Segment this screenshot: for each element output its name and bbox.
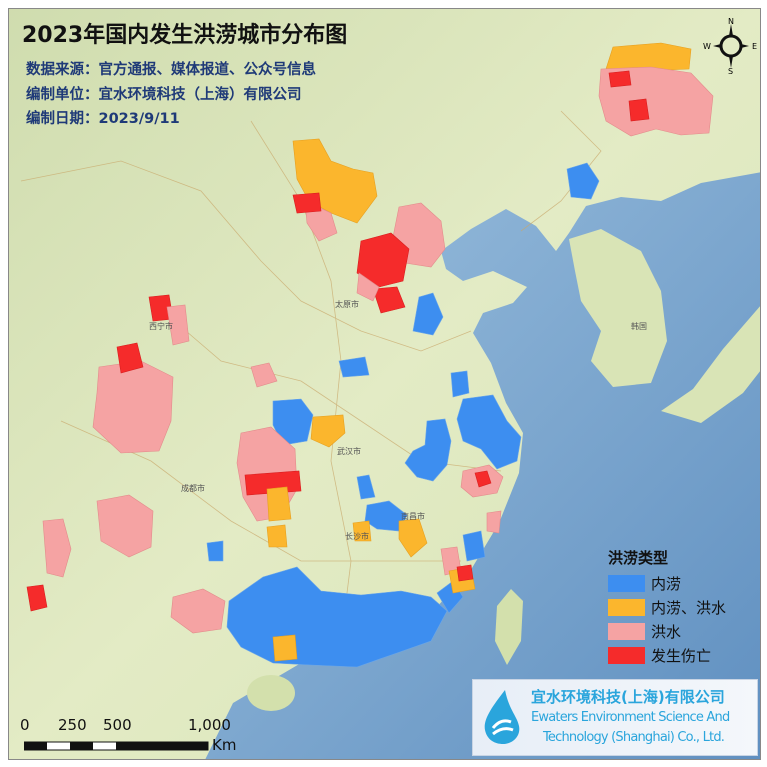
legend-swatch <box>608 598 645 616</box>
logo-name-cn: 宜水环境科技(上海)有限公司 <box>531 688 725 706</box>
legend-item-casualty: 发生伤亡 <box>608 643 726 667</box>
scale-tick-250: 250 <box>58 716 87 734</box>
legend-label: 发生伤亡 <box>651 646 712 665</box>
region-flood[interactable] <box>96 494 154 558</box>
region-waterlogging[interactable] <box>566 162 600 200</box>
region-flood[interactable] <box>486 510 502 534</box>
compile-date: 编制日期：2023/9/11 <box>26 111 180 127</box>
compass-icon: N S W E <box>703 18 757 74</box>
compass-e: E <box>752 42 757 51</box>
water-drop-icon <box>484 690 520 744</box>
region-casualty[interactable] <box>292 192 322 214</box>
legend-label: 内涝、洪水 <box>651 598 727 617</box>
data-source: 数据来源：官方通报、媒体报道、公众号信息 <box>26 62 316 78</box>
region-inner-flood[interactable] <box>266 486 292 522</box>
region-flood[interactable] <box>166 304 190 346</box>
region-flood[interactable] <box>92 360 174 454</box>
region-flood[interactable] <box>356 272 380 302</box>
compiler: 编制单位：宜水环境科技（上海）有限公司 <box>26 87 302 103</box>
logo-name-en-2: Technology (Shanghai) Co., Ltd. <box>543 730 725 745</box>
region-casualty[interactable] <box>26 584 48 612</box>
legend-swatch <box>608 574 645 592</box>
map-label-nanchang: 南昌市 <box>401 512 425 521</box>
map-label-wuhan: 武汉市 <box>337 447 361 456</box>
scale-tick-0: 0 <box>20 716 30 734</box>
region-casualty[interactable] <box>372 286 406 314</box>
region-waterlogging[interactable] <box>412 292 444 336</box>
region-inner-flood[interactable] <box>266 524 288 548</box>
region-flood[interactable] <box>250 362 278 388</box>
taiwan-land <box>495 589 523 665</box>
hainan-land <box>247 675 295 711</box>
scale-tick-1000: 1,000 <box>188 716 231 734</box>
region-flood[interactable] <box>42 518 72 578</box>
region-casualty[interactable] <box>456 564 474 582</box>
region-casualty[interactable] <box>608 70 632 88</box>
scale-unit: Km <box>212 736 237 754</box>
region-waterlogging[interactable] <box>356 474 376 500</box>
legend-item-waterlogging-flood: 内涝、洪水 <box>608 595 726 619</box>
legend-label: 内涝 <box>651 574 682 593</box>
compass-w: W <box>703 42 711 51</box>
region-inner-flood[interactable] <box>272 634 298 662</box>
legend: 洪涝类型 内涝 内涝、洪水 洪水 发生伤亡 <box>608 547 726 667</box>
scale-tick-500: 500 <box>103 716 132 734</box>
region-waterlogging[interactable] <box>456 394 522 470</box>
region-casualty[interactable] <box>628 98 650 122</box>
scale-bar-graphic <box>24 741 209 751</box>
region-waterlogging[interactable] <box>272 398 314 446</box>
japan-land <box>661 306 760 423</box>
region-casualty[interactable] <box>356 232 410 288</box>
region-waterlogging[interactable] <box>462 530 486 562</box>
region-inner-flood[interactable] <box>352 520 372 542</box>
map-label-changsha: 长沙市 <box>345 532 369 541</box>
legend-title: 洪涝类型 <box>608 549 669 567</box>
region-inner-flood[interactable] <box>398 518 428 558</box>
logo-name-en-1: Ewaters Environment Science And <box>531 710 730 725</box>
compass-s: S <box>728 67 733 74</box>
korea-land <box>569 229 667 387</box>
scale-bar: 0 250 500 1,000 Km <box>18 716 258 761</box>
region-flood[interactable] <box>170 588 226 634</box>
region-casualty[interactable] <box>474 470 492 488</box>
region-waterlogging[interactable] <box>450 370 470 398</box>
legend-label: 洪水 <box>651 622 682 641</box>
legend-item-waterlogging: 内涝 <box>608 571 726 595</box>
map-label-taiyuan: 太原市 <box>335 300 359 309</box>
region-waterlogging[interactable] <box>206 540 224 562</box>
region-casualty[interactable] <box>116 342 144 374</box>
region-inner-flood[interactable] <box>310 414 346 448</box>
map-label-korea: 韩国 <box>631 322 647 331</box>
region-waterlogging[interactable] <box>404 418 452 482</box>
map-title: 2023年国内发生洪涝城市分布图 <box>22 23 348 48</box>
legend-swatch <box>608 622 645 640</box>
region-waterlogging[interactable] <box>338 356 370 378</box>
legend-swatch <box>608 646 645 664</box>
company-logo: 宜水环境科技(上海)有限公司 Ewaters Environment Scien… <box>472 679 758 756</box>
legend-item-flood: 洪水 <box>608 619 726 643</box>
map-label-xining: 西宁市 <box>149 322 173 331</box>
map-label-chengdu: 成都市 <box>181 484 205 493</box>
compass-n: N <box>728 18 734 26</box>
